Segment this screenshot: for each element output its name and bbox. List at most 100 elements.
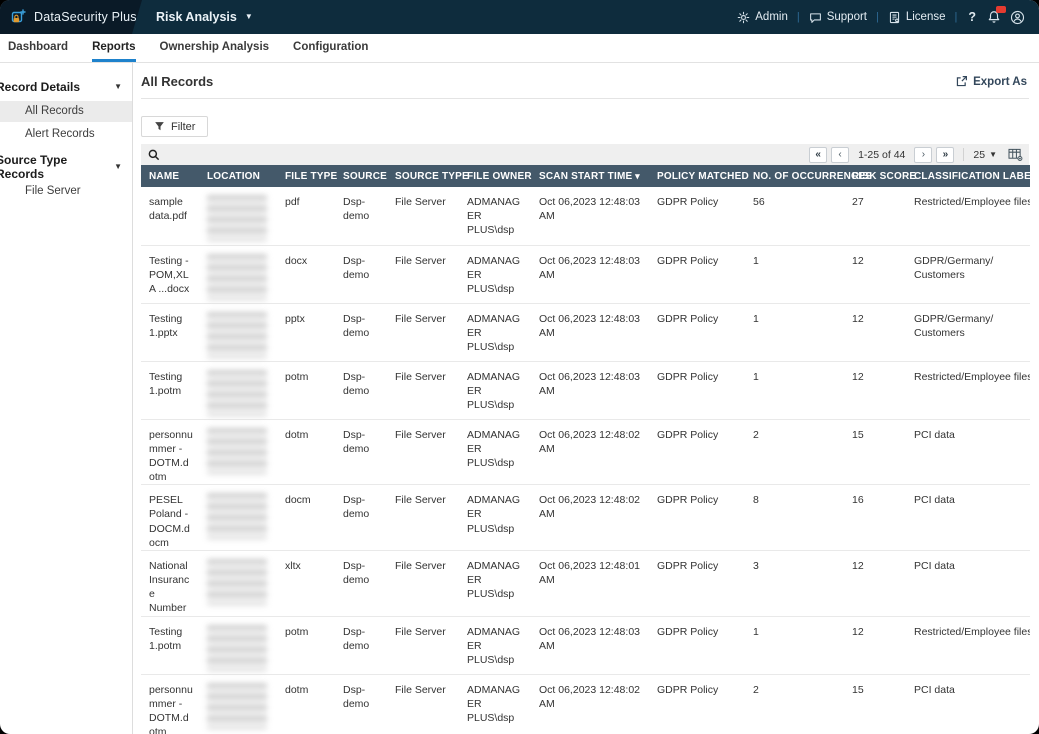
cell-name: personnummer - DOTM.dotm xyxy=(141,419,199,486)
divider xyxy=(963,148,965,161)
column-header[interactable]: FILE TYPE xyxy=(277,165,337,187)
cell-occurrences: 2 xyxy=(745,674,844,734)
cell-classification-label: GDPR/Germany/ Customers xyxy=(906,245,1030,304)
user-avatar-icon[interactable] xyxy=(1010,10,1025,25)
divider: | xyxy=(796,11,800,23)
divider: | xyxy=(954,11,958,23)
table-row[interactable]: personnummer - DOTM.dotm dotm Dsp-demo F… xyxy=(141,419,1030,486)
page-header: All Records Export As xyxy=(141,63,1029,99)
chevron-down-icon: ▼ xyxy=(989,149,997,159)
cell-source-type: File Server xyxy=(387,303,459,362)
pagination: « ‹ 1-25 of 44 › » 25 ▼ xyxy=(809,146,1023,163)
first-page-button[interactable]: « xyxy=(809,146,828,163)
table-row[interactable]: PESEL Poland - DOCM.docm docm Dsp-demo F… xyxy=(141,484,1030,551)
column-header[interactable]: NAME xyxy=(141,165,199,187)
cell-name: sample data.pdf xyxy=(141,187,199,246)
cell-policy-matched: GDPR Policy xyxy=(649,616,745,675)
column-header[interactable]: POLICY MATCHED xyxy=(649,165,749,187)
cell-classification-label: Restricted/Employee files xyxy=(906,361,1030,420)
cell-location xyxy=(199,361,277,420)
column-header[interactable]: RISK SCORE xyxy=(844,165,916,187)
page-size-dropdown[interactable]: 25 ▼ xyxy=(973,148,997,161)
cell-occurrences: 2 xyxy=(745,419,844,486)
table-row[interactable]: Testing - POM,XLA ...docx docx Dsp-demo … xyxy=(141,245,1030,304)
page-body: Record Details ▼ All Records Alert Recor… xyxy=(0,63,1039,734)
cell-location xyxy=(199,484,277,551)
cell-classification-label: PCI data xyxy=(906,674,1030,734)
cell-policy-matched: GDPR Policy xyxy=(649,361,745,420)
tab[interactable]: Configuration xyxy=(293,40,369,53)
sidebar-group-header[interactable]: Source Type Records ▼ xyxy=(0,153,122,181)
cell-risk-score: 15 xyxy=(844,674,906,734)
help-button[interactable]: ? xyxy=(968,10,976,24)
search-icon[interactable] xyxy=(147,148,161,162)
sidebar-item[interactable]: All Records xyxy=(0,101,132,122)
sidebar-group-header[interactable]: Record Details ▼ xyxy=(0,80,122,94)
brand[interactable]: DataSecurity Plus xyxy=(0,0,142,34)
license-link[interactable]: License xyxy=(888,11,946,24)
redacted-location xyxy=(207,369,267,416)
filter-button[interactable]: Filter xyxy=(141,116,209,137)
cell-name: Testing 1.potm xyxy=(141,616,199,675)
page-title: All Records xyxy=(141,74,214,89)
table-row[interactable]: sample data.pdf pdf Dsp-demo File Server… xyxy=(141,187,1030,246)
cell-scan-start-time: Oct 06,2023 12:48:02 AM xyxy=(531,484,649,551)
export-as-button[interactable]: Export As xyxy=(955,75,1027,88)
column-header[interactable]: NO. OF OCCURRENCES xyxy=(745,165,872,187)
cell-policy-matched: GDPR Policy xyxy=(649,484,745,551)
column-header[interactable]: LOCATION xyxy=(199,165,277,187)
next-page-button[interactable]: › xyxy=(914,146,933,163)
support-link[interactable]: Support xyxy=(809,11,867,24)
cell-classification-label: PCI data xyxy=(906,550,1030,617)
table-row[interactable]: Testing 1.potm potm Dsp-demo File Server… xyxy=(141,361,1030,420)
column-header[interactable]: SCAN START TIME xyxy=(531,165,649,187)
cell-source: Dsp-demo xyxy=(335,187,387,246)
notifications-button[interactable] xyxy=(987,6,1006,24)
module-switcher[interactable]: Risk Analysis ▼ xyxy=(156,10,253,24)
admin-link[interactable]: Admin xyxy=(737,11,788,24)
column-header[interactable]: SOURCE TYPE xyxy=(387,165,469,187)
sidebar-item[interactable]: Alert Records xyxy=(25,128,95,140)
license-icon xyxy=(888,11,901,24)
prev-page-button[interactable]: ‹ xyxy=(831,146,850,163)
redacted-location xyxy=(207,493,267,540)
tab[interactable]: Ownership Analysis xyxy=(159,40,270,53)
cell-name: Testing 1.pptx xyxy=(141,303,199,362)
cell-file-owner: ADMANAGER PLUS\dsp xyxy=(459,187,531,246)
cell-file-owner: ADMANAGER PLUS\dsp xyxy=(459,484,531,551)
module-tabs: Dashboard Reports Ownership Analysis Con… xyxy=(0,34,1039,63)
table-row[interactable]: Testing 1.potm potm Dsp-demo File Server… xyxy=(141,616,1030,675)
cell-name: personnummer - DOTM.dotm xyxy=(141,674,199,734)
redacted-location xyxy=(207,682,267,729)
cell-file-type: docm xyxy=(277,484,335,551)
chat-icon xyxy=(809,11,822,24)
cell-policy-matched: GDPR Policy xyxy=(649,187,745,246)
redacted-location xyxy=(207,558,267,605)
last-page-button[interactable]: » xyxy=(936,146,955,163)
main-content: All Records Export As xyxy=(133,63,1039,734)
cell-scan-start-time: Oct 06,2023 12:48:02 AM xyxy=(531,674,649,734)
chevron-down-icon: ▼ xyxy=(244,12,253,21)
cell-scan-start-time: Oct 06,2023 12:48:01 AM xyxy=(531,550,649,617)
funnel-icon xyxy=(154,121,165,132)
tab[interactable]: Dashboard xyxy=(8,40,69,53)
table-row[interactable]: Testing 1.pptx pptx Dsp-demo File Server… xyxy=(141,303,1030,362)
cell-classification-label: PCI data xyxy=(906,419,1030,486)
cell-policy-matched: GDPR Policy xyxy=(649,303,745,362)
column-header[interactable]: SOURCE xyxy=(335,165,387,187)
column-header[interactable]: CLASSIFICATION LABEL xyxy=(906,165,1037,187)
table-toolbar: « ‹ 1-25 of 44 › » 25 ▼ xyxy=(141,144,1029,165)
column-chooser-button[interactable] xyxy=(1008,148,1023,161)
table-row[interactable]: personnummer - DOTM.dotm dotm Dsp-demo F… xyxy=(141,674,1030,734)
cell-occurrences: 1 xyxy=(745,303,844,362)
tab[interactable]: Reports xyxy=(92,34,136,62)
cell-classification-label: Restricted/Employee files xyxy=(906,616,1030,675)
cell-occurrences: 3 xyxy=(745,550,844,617)
sidebar-item[interactable]: File Server xyxy=(25,185,81,197)
cell-file-owner: ADMANAGER PLUS\dsp xyxy=(459,303,531,362)
cell-file-type: xltx xyxy=(277,550,335,617)
sidebar-group-record-details: Record Details ▼ All Records Alert Recor… xyxy=(0,75,132,145)
table-row[interactable]: National Insurance Number xltx Dsp-demo … xyxy=(141,550,1030,617)
records-table: NAME LOCATION FILE TYPE SOURCE SOURCE TY… xyxy=(141,165,1037,734)
column-header[interactable]: FILE OWNER xyxy=(459,165,532,187)
